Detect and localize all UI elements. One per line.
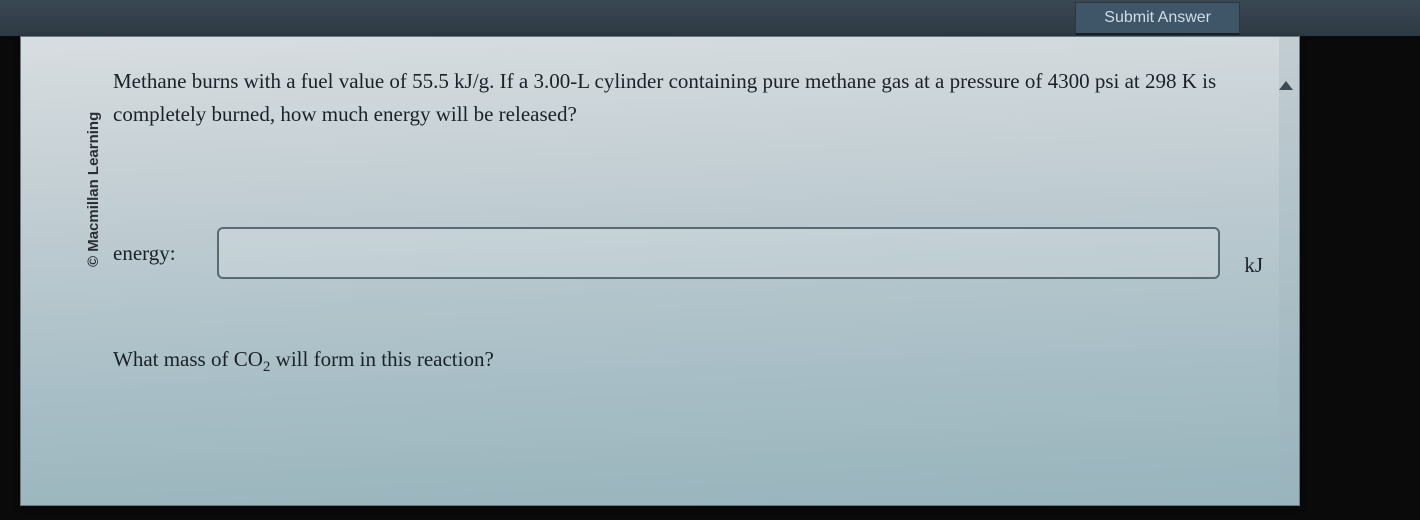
question-text-1: Methane burns with a fuel value of 55.5 …	[113, 65, 1253, 130]
answer-row-energy: energy: kJ	[113, 227, 1263, 279]
answer-label-energy: energy:	[113, 241, 193, 266]
question-panel: © Macmillan Learning Methane burns with …	[20, 36, 1300, 506]
scroll-up-icon[interactable]	[1279, 81, 1293, 90]
answer-unit-energy: kJ	[1244, 253, 1263, 278]
energy-input[interactable]	[217, 227, 1220, 279]
question2-suffix: will form in this reaction?	[270, 347, 493, 371]
top-toolbar: Submit Answer	[0, 0, 1420, 36]
question-text-2: What mass of CO2 will form in this react…	[113, 347, 494, 376]
copyright-label: © Macmillan Learning	[85, 112, 102, 267]
question2-prefix: What mass of CO	[113, 347, 263, 371]
submit-answer-button[interactable]: Submit Answer	[1075, 2, 1240, 35]
scrollbar-track[interactable]	[1279, 37, 1299, 505]
